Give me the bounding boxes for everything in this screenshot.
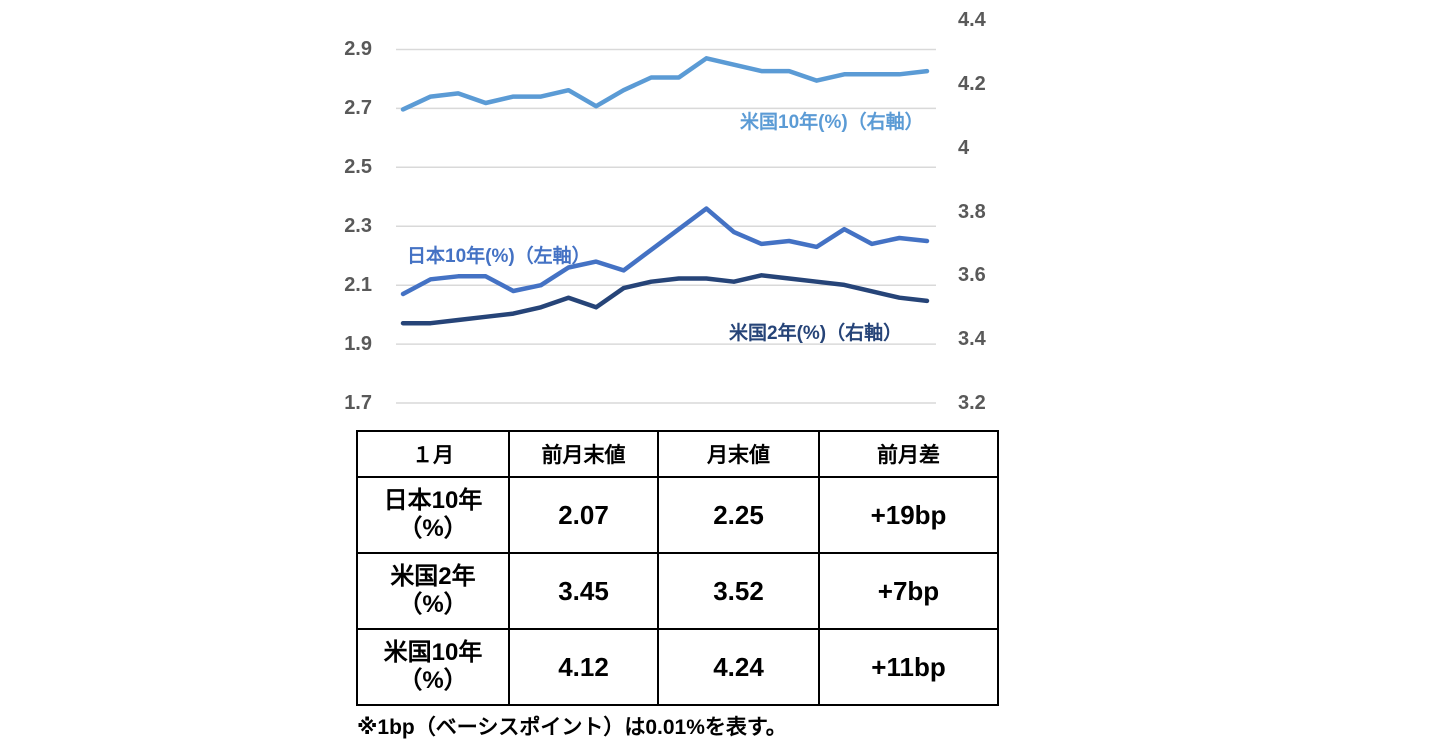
jp10y-change-value: +19bp — [818, 476, 999, 554]
us10y-end-value: 4.24 — [657, 628, 820, 706]
row-label: 米国10年 （%） — [356, 628, 510, 706]
series-label-us2y: 米国2年(%)（右軸） — [729, 323, 903, 344]
table-row-us10y: 米国10年 （%） 4.12 4.24 +11bp — [356, 628, 999, 706]
us10y-change-value: +11bp — [818, 628, 999, 706]
header-change: 前月差 — [818, 430, 999, 478]
right-axis-tick: 3.4 — [958, 328, 986, 350]
row-label: 米国2年 （%） — [356, 552, 510, 630]
yield-chart: 2.9 2.7 2.5 2.3 2.1 1.9 1.7 4.4 4.2 4 3.8 3.6 3.4 3.2… — [344, 9, 986, 414]
table-header-row: １月 前月末値 月末値 前月差 — [356, 430, 999, 478]
series-label-us10y: 米国10年(%)（右軸） — [740, 112, 924, 133]
right-axis-tick: 4.2 — [958, 73, 986, 95]
right-axis-tick: 3.8 — [958, 201, 986, 223]
table-row-us2y: 米国2年 （%） 3.45 3.52 +7bp — [356, 552, 999, 630]
left-axis-tick: 2.3 — [344, 215, 372, 237]
right-axis-tick: 3.6 — [958, 264, 986, 286]
table-row-jp10y: 日本10年 （%） 2.07 2.25 +19bp — [356, 476, 999, 554]
jp10y-end-value: 2.25 — [657, 476, 820, 554]
row-label: 日本10年 （%） — [356, 476, 510, 554]
left-axis-tick: 1.9 — [344, 333, 372, 355]
right-axis-tick: 3.2 — [958, 392, 986, 414]
header-prev-month-end: 前月末値 — [508, 430, 659, 478]
series-line-us10y — [400, 56, 930, 112]
us10y-prev-value: 4.12 — [508, 628, 659, 706]
summary-table: １月 前月末値 月末値 前月差 日本10年 （%） 2.07 2.25 +19b… — [356, 430, 999, 706]
us2y-change-value: +7bp — [818, 552, 999, 630]
jp10y-prev-value: 2.07 — [508, 476, 659, 554]
right-axis-tick: 4.4 — [958, 9, 986, 31]
left-axis-tick: 2.9 — [344, 38, 372, 60]
header-month-end: 月末値 — [657, 430, 820, 478]
yield-chart-svg — [396, 48, 936, 404]
left-axis-tick: 2.1 — [344, 274, 372, 296]
us2y-prev-value: 3.45 — [508, 552, 659, 630]
series-line-jp10y — [400, 206, 930, 297]
right-axis-tick: 4 — [958, 137, 970, 159]
series-label-jp10y: 日本10年(%)（左軸） — [407, 246, 591, 267]
left-axis-tick: 2.5 — [344, 156, 372, 178]
header-month: １月 — [356, 430, 510, 478]
series-line-us2y — [400, 273, 930, 326]
footnote: ※1bp（ベーシスポイント）は0.01%を表す。 — [357, 716, 787, 739]
us2y-end-value: 3.52 — [657, 552, 820, 630]
left-axis-tick: 1.7 — [344, 392, 372, 414]
left-axis-tick: 2.7 — [344, 97, 372, 119]
